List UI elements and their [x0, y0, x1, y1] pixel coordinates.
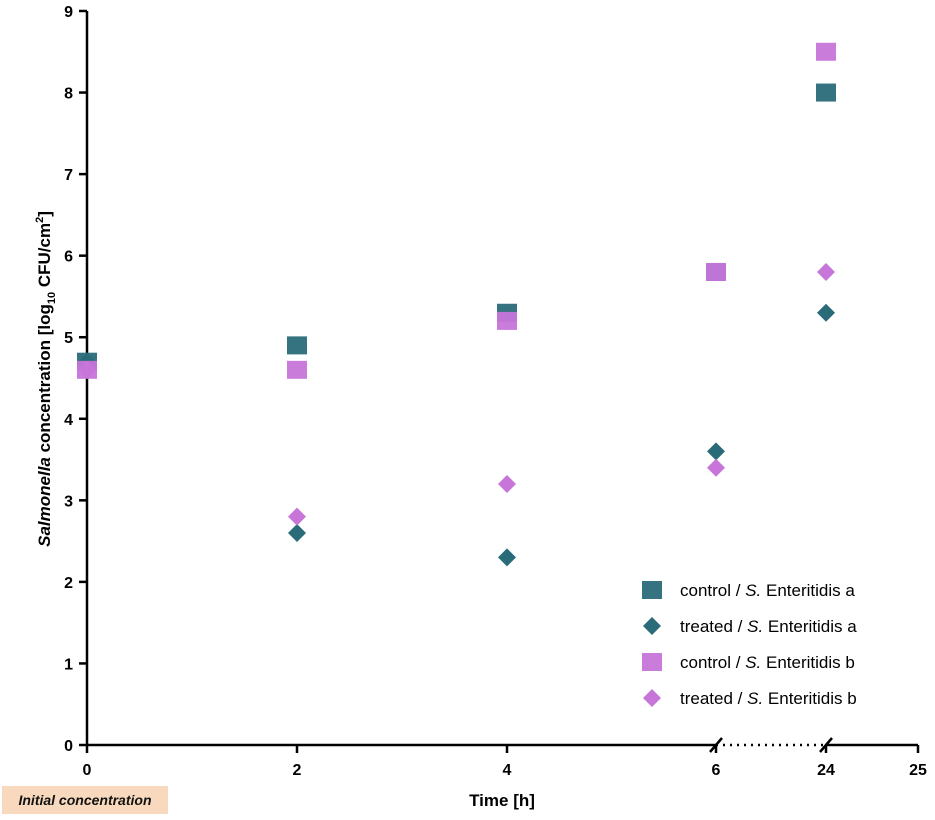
x-tick-label-25: 25 [909, 762, 927, 779]
series-0 [77, 83, 836, 371]
point-series3-x6 [707, 458, 725, 477]
y-tick-label-3: 3 [64, 493, 73, 510]
x-tick-label-2: 2 [293, 762, 302, 779]
y-tick-label-5: 5 [64, 330, 73, 347]
series-3 [78, 262, 835, 526]
point-series1-x6 [707, 442, 725, 461]
x-tick-label-4: 4 [503, 762, 512, 779]
point-series3-x0 [78, 360, 96, 379]
data-points [77, 42, 836, 567]
point-series3-x2 [288, 507, 306, 526]
legend-marker-3 [643, 689, 661, 707]
x-tick-label-0: 0 [83, 762, 92, 779]
point-series0-x24 [816, 83, 836, 102]
series-2 [77, 42, 836, 379]
y-title-sup: 2 [34, 217, 46, 223]
legend-label-1: treated / S. Enteritidis a [680, 617, 857, 636]
y-title-end: ] [35, 211, 54, 217]
legend-label-0: control / S. Enteritidis a [680, 581, 855, 600]
point-series1-x2 [288, 523, 306, 542]
y-tick-label-9: 9 [64, 4, 73, 21]
point-series2-x2 [287, 360, 307, 379]
legend-marker-2 [642, 653, 662, 671]
point-series2-x6 [706, 262, 726, 281]
series-1 [78, 303, 835, 567]
y-tick-label-0: 0 [64, 738, 73, 755]
y-title-sub: 10 [46, 292, 58, 304]
y-axis-title: Salmonella concentration [log10 CFU/cm2] [34, 211, 58, 547]
y-tick-label-4: 4 [64, 412, 73, 429]
legend-marker-0 [642, 581, 662, 599]
y-title-italic: Salmonella [35, 457, 54, 547]
point-series2-x24 [816, 42, 836, 61]
initial-concentration-badge: Initial concentration [2, 786, 168, 814]
y-title-main: concentration [log [35, 304, 54, 457]
y-tick-label-7: 7 [64, 167, 73, 184]
point-series3-x4 [498, 475, 516, 494]
x-axis-title: Time [h] [469, 791, 535, 810]
x-tick-label-6: 6 [712, 762, 721, 779]
legend-label-3: treated / S. Enteritidis b [680, 689, 857, 708]
y-tick-label-8: 8 [64, 86, 73, 103]
legend-marker-1 [643, 617, 661, 635]
point-series2-x4 [497, 311, 517, 330]
legend-label-2: control / S. Enteritidis b [680, 653, 855, 672]
x-tick-label-24: 24 [817, 762, 835, 779]
point-series0-x2 [287, 336, 307, 355]
y-tick-label-6: 6 [64, 249, 73, 266]
point-series1-x24 [817, 303, 835, 322]
point-series1-x4 [498, 548, 516, 567]
legend: control / S. Enteritidis a treated / S. E… [642, 581, 857, 708]
y-tick-label-1: 1 [64, 656, 73, 673]
point-series3-x24 [817, 262, 835, 281]
y-tick-label-2: 2 [64, 575, 73, 592]
y-title-mid: CFU/cm [35, 223, 54, 292]
